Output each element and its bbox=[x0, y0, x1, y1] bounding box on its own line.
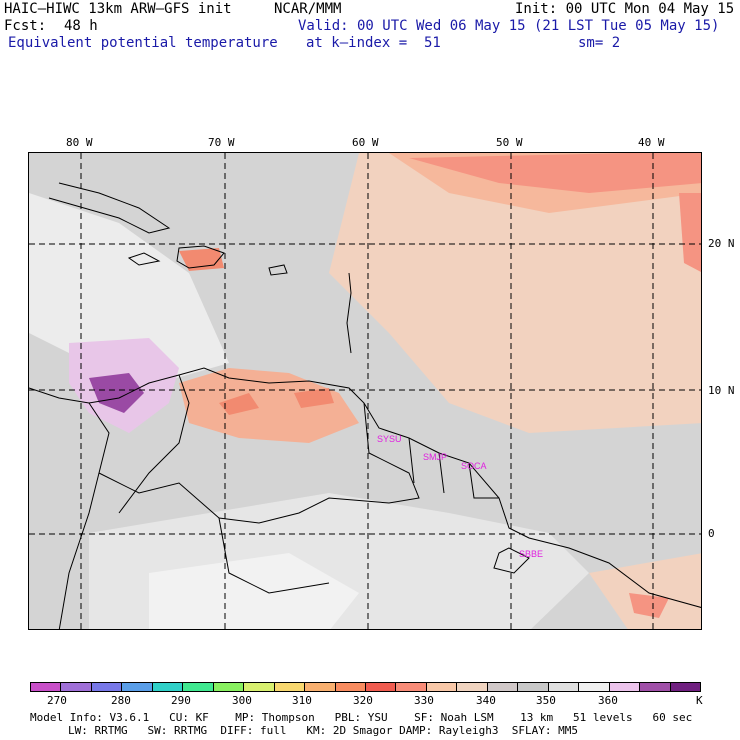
lon-label-50w: 50 W bbox=[496, 136, 523, 149]
model-info-line2: LW: RRTMG SW: RRTMG DIFF: full KM: 2D Sm… bbox=[68, 724, 578, 737]
coastlines bbox=[29, 182, 701, 629]
colorbar-swatch bbox=[60, 682, 92, 692]
warm-band-east bbox=[329, 153, 701, 433]
valid-time: Valid: 00 UTC Wed 06 May 15 (21 LST Tue … bbox=[298, 18, 720, 34]
hot-patch-ne bbox=[679, 193, 701, 272]
colorbar-tick-290: 290 bbox=[171, 694, 191, 707]
colorbar-swatch bbox=[151, 682, 184, 692]
colorbar-swatch bbox=[182, 682, 214, 692]
lat-label-20n: 20 N bbox=[708, 237, 735, 250]
model-title: HAIC–HIWC 13km ARW–GFS init bbox=[4, 1, 232, 17]
colorbar-swatch bbox=[365, 682, 397, 692]
colorbar-swatch bbox=[669, 682, 701, 692]
lon-label-80w: 80 W bbox=[66, 136, 93, 149]
colorbar-tick-280: 280 bbox=[111, 694, 131, 707]
cold-area-amazon bbox=[149, 553, 359, 629]
colorbar-swatch bbox=[639, 682, 671, 692]
colorbar-tick-310: 310 bbox=[292, 694, 312, 707]
colorbar-tick-330: 330 bbox=[414, 694, 434, 707]
colorbar-swatch bbox=[304, 682, 336, 692]
graticule bbox=[29, 153, 701, 629]
colorbar-tick-300: 300 bbox=[232, 694, 252, 707]
station-label-sysu: SYSU bbox=[377, 434, 402, 444]
station-label-smjp: SMJP bbox=[423, 452, 447, 462]
colorbar-swatch bbox=[608, 682, 641, 692]
hot-spot-venezuela-1 bbox=[219, 393, 259, 415]
colorbar-tick-320: 320 bbox=[353, 694, 373, 707]
colorbar-swatch bbox=[243, 682, 275, 692]
colorbar-swatch bbox=[425, 682, 458, 692]
map-svg: SYSU SMJP SOCA SBBE bbox=[29, 153, 701, 629]
colorbar-tick-340: 340 bbox=[476, 694, 496, 707]
warm-area-venezuela bbox=[179, 368, 359, 443]
colorbar-swatch bbox=[456, 682, 488, 692]
model-info-line1: Model Info: V3.6.1 CU: KF MP: Thompson P… bbox=[30, 711, 693, 724]
lat-label-0: 0 bbox=[708, 527, 715, 540]
forecast-hour: 48 h bbox=[64, 18, 98, 34]
warm-patch-se bbox=[589, 553, 701, 629]
colorbar-unit: K bbox=[696, 694, 703, 707]
hot-patch-se bbox=[629, 593, 669, 618]
cold-area-west bbox=[29, 193, 229, 383]
theta-e-map[interactable]: SYSU SMJP SOCA SBBE bbox=[28, 152, 702, 630]
colorbar-tick-360: 360 bbox=[598, 694, 618, 707]
very-low-theta-core bbox=[89, 373, 144, 413]
field-name: Equivalent potential temperature bbox=[8, 35, 278, 51]
colorbar-swatch bbox=[30, 682, 62, 692]
colorbar-swatch bbox=[578, 682, 610, 692]
colorbar-swatch bbox=[334, 682, 366, 692]
hot-spot-venezuela-2 bbox=[294, 388, 334, 408]
lon-label-40w: 40 W bbox=[638, 136, 665, 149]
center-label: NCAR/MMM bbox=[274, 1, 342, 17]
colorbar-tick-270: 270 bbox=[47, 694, 67, 707]
hot-band-north bbox=[409, 153, 701, 193]
forecast-label: Fcst: bbox=[4, 18, 47, 34]
lat-label-10n: 10 N bbox=[708, 384, 735, 397]
colorbar-tick-350: 350 bbox=[536, 694, 556, 707]
colorbar-swatch bbox=[273, 682, 306, 692]
smoothing-label: sm= 2 bbox=[578, 35, 621, 51]
colorbar-swatch bbox=[121, 682, 153, 692]
colorbar-swatch bbox=[517, 682, 549, 692]
station-label-sbbe: SBBE bbox=[519, 549, 543, 559]
lon-label-60w: 60 W bbox=[352, 136, 379, 149]
init-time: Init: 00 UTC Mon 04 May 15 bbox=[515, 1, 735, 17]
colorbar-swatch bbox=[212, 682, 245, 692]
colorbar-swatch bbox=[486, 682, 519, 692]
colorbar-swatch bbox=[395, 682, 427, 692]
colorbar-swatch bbox=[90, 682, 123, 692]
colorbar-swatch bbox=[547, 682, 580, 692]
station-label-soca: SOCA bbox=[461, 461, 487, 471]
level-label: at k–index = 51 bbox=[306, 35, 441, 51]
lon-label-70w: 70 W bbox=[208, 136, 235, 149]
